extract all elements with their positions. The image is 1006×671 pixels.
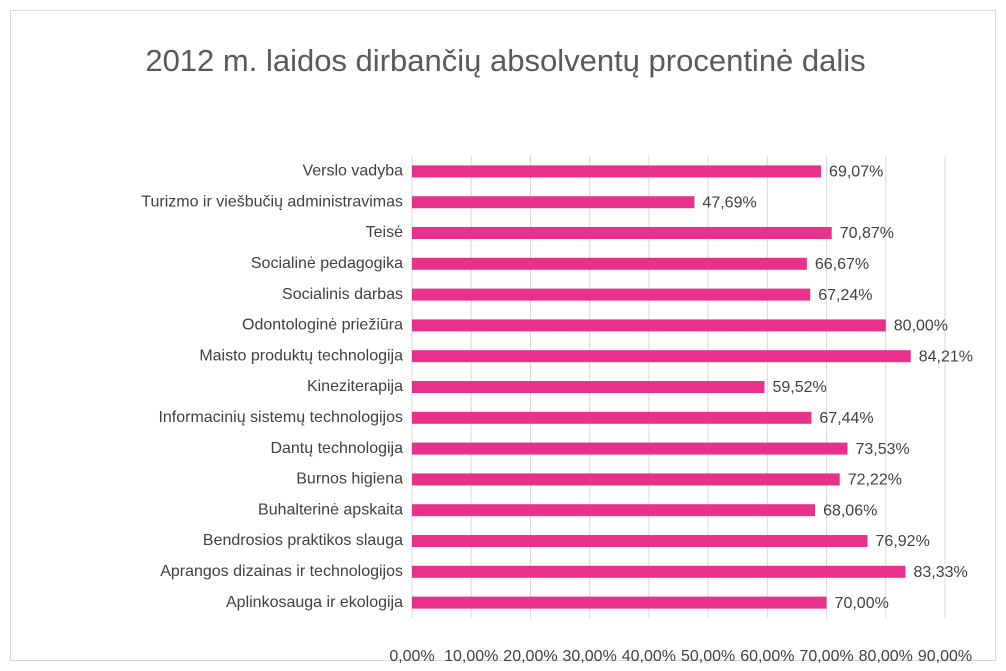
x-tick-label: 90,00%	[918, 648, 972, 665]
data-label: 83,33%	[913, 564, 967, 581]
bar	[412, 227, 832, 239]
bar	[412, 535, 868, 547]
bar	[412, 350, 911, 363]
chart-title: 2012 m. laidos dirbančių absolventų proc…	[145, 43, 866, 78]
y-tick-label: Kineziterapija	[307, 378, 403, 395]
bar	[412, 381, 765, 393]
data-label: 72,22%	[848, 472, 902, 489]
y-tick-label: Teisė	[366, 224, 403, 241]
data-label: 68,06%	[823, 502, 877, 519]
x-tick-label: 30,00%	[563, 648, 617, 665]
bar	[412, 504, 816, 517]
x-tick-label: 70,00%	[799, 648, 853, 665]
bar	[412, 196, 695, 209]
y-tick-label: Verslo vadyba	[302, 163, 403, 180]
bar	[412, 288, 811, 301]
data-label: 67,24%	[818, 287, 872, 304]
data-label: 76,92%	[876, 533, 930, 550]
bar	[412, 596, 827, 609]
bar	[412, 257, 807, 270]
data-label: 70,87%	[840, 225, 894, 242]
y-tick-label: Bendrosios praktikos slauga	[203, 532, 403, 549]
y-tick-label: Buhalterinė apskaita	[258, 501, 403, 518]
bar	[412, 442, 848, 455]
x-tick-label: 60,00%	[740, 648, 794, 665]
bar	[412, 411, 812, 424]
bar	[412, 565, 906, 578]
x-tick-label: 80,00%	[859, 648, 913, 665]
bar	[412, 165, 822, 178]
data-label: 73,53%	[855, 441, 909, 458]
y-tick-label: Aprangos dizainas ir technologijos	[160, 563, 403, 580]
data-label: 69,07%	[829, 164, 883, 181]
y-tick-label: Aplinkosauga ir ekologija	[226, 594, 403, 611]
x-tick-label: 40,00%	[622, 648, 676, 665]
data-label: 66,67%	[815, 256, 869, 273]
chart-border	[10, 10, 996, 661]
y-tick-label: Socialinis darbas	[282, 286, 403, 303]
x-tick-label: 0,00%	[389, 648, 434, 665]
y-tick-label: Odontologinė priežiūra	[242, 317, 403, 334]
x-tick-label: 10,00%	[444, 648, 498, 665]
y-tick-label: Turizmo ir viešbučių administravimas	[141, 193, 403, 210]
bar	[412, 319, 886, 332]
data-label: 67,44%	[819, 410, 873, 427]
data-label: 84,21%	[919, 348, 973, 365]
y-tick-label: Maisto produktų technologija	[199, 347, 403, 364]
bar	[412, 473, 840, 486]
x-tick-label: 20,00%	[503, 648, 557, 665]
data-label: 47,69%	[702, 194, 756, 211]
data-label: 80,00%	[894, 318, 948, 335]
x-tick-label: 50,00%	[681, 648, 735, 665]
data-label: 70,00%	[835, 595, 889, 612]
y-tick-label: Socialinė pedagogika	[251, 255, 403, 272]
y-tick-label: Informacinių sistemų technologijos	[158, 409, 403, 426]
data-label: 59,52%	[772, 379, 826, 396]
y-tick-label: Dantų technologija	[270, 440, 403, 457]
y-tick-label: Burnos higiena	[296, 471, 403, 488]
